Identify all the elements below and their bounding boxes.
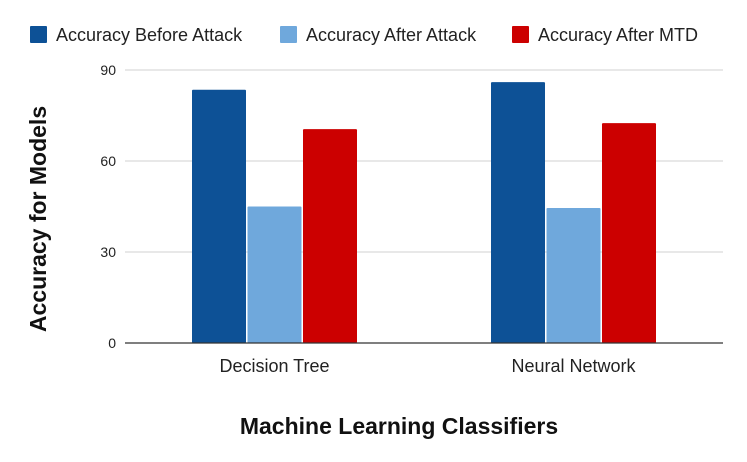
bar-accuracy-after-mtd-neural-network [602, 123, 656, 343]
y-tick-label: 60 [100, 153, 116, 169]
legend-label: Accuracy After Attack [306, 25, 477, 45]
x-axis-categories: Decision Tree Neural Network [219, 356, 636, 376]
legend: Accuracy Before Attack Accuracy After Att… [30, 25, 698, 45]
bar-accuracy-after-attack-decision-tree [247, 206, 302, 343]
legend-label: Accuracy Before Attack [56, 25, 243, 45]
legend-swatch [512, 26, 529, 43]
y-tick-label: 90 [100, 62, 116, 78]
y-tick-label: 0 [108, 335, 116, 351]
bars [192, 82, 656, 343]
x-category-label: Decision Tree [219, 356, 329, 376]
bar-accuracy-before-attack-neural-network [491, 82, 545, 343]
bar-accuracy-after-attack-neural-network [546, 208, 601, 343]
bar-accuracy-after-mtd-decision-tree [303, 129, 357, 343]
bar-accuracy-before-attack-decision-tree [192, 89, 246, 343]
y-tick-label: 30 [100, 244, 116, 260]
legend-label: Accuracy After MTD [538, 25, 698, 45]
x-category-label: Neural Network [511, 356, 636, 376]
x-axis-title: Machine Learning Classifiers [240, 413, 558, 439]
legend-swatch [280, 26, 297, 43]
y-axis-title: Accuracy for Models [25, 106, 51, 332]
legend-swatch [30, 26, 47, 43]
y-axis-ticks: 0 30 60 90 [100, 62, 116, 351]
